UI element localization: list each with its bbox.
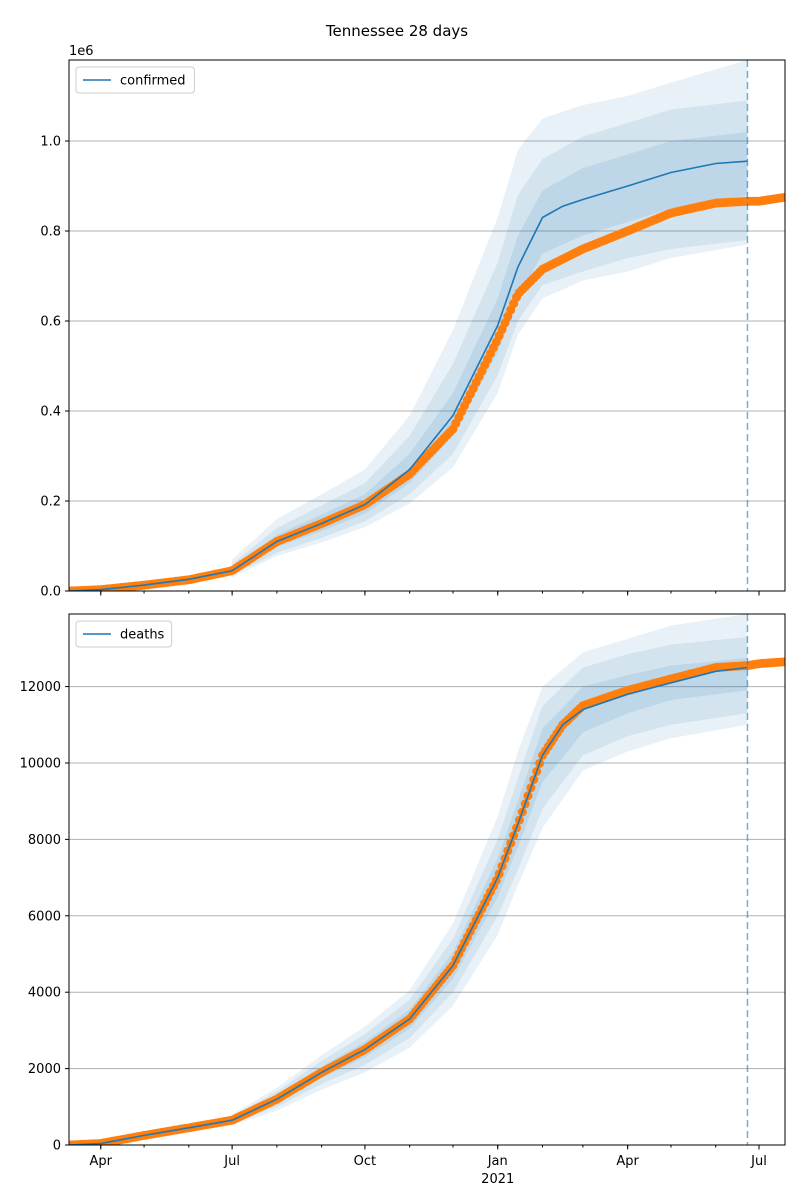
model-line — [69, 666, 748, 1145]
x-tick-label: Apr — [616, 1154, 639, 1169]
legend: deaths — [75, 620, 173, 648]
x-tick-label: Jan — [487, 1154, 508, 1169]
plot-area — [69, 60, 785, 591]
legend-box — [75, 620, 173, 648]
model-line — [69, 160, 748, 591]
legend-box — [75, 66, 195, 94]
confirmed-panel: 0.0 0.2 0.4 0.6 0.8 1.0 1e6 confirmed — [40, 44, 786, 600]
axes-frame — [68, 613, 786, 1146]
y-tick-label: 0.0 — [40, 585, 61, 600]
y-tick-label: 0.6 — [40, 315, 61, 330]
x-tick-label: Apr — [90, 1154, 113, 1169]
observed-point — [780, 192, 785, 202]
deaths-panel: 0 2000 4000 6000 8000 10000 12000 Apr Jul Oct Jan A… — [20, 613, 786, 1187]
y-tick-label: 0.4 — [40, 405, 61, 420]
y-tick-label: 6000 — [28, 909, 61, 924]
axes-frame — [68, 59, 786, 592]
plot-area — [69, 614, 785, 1145]
y-tick-label: 4000 — [28, 986, 61, 1001]
y-offset-label: 1e6 — [69, 44, 94, 59]
y-tick-label: 0.2 — [40, 495, 61, 510]
y-tick-label: 1.0 — [40, 135, 61, 150]
confidence-band-outer — [232, 614, 748, 1126]
year-label: 2021 — [481, 1172, 514, 1187]
legend-label: confirmed — [120, 74, 186, 89]
y-tick-label: 2000 — [28, 1062, 61, 1077]
y-tick-label: 12000 — [20, 680, 61, 695]
legend: confirmed — [75, 66, 195, 94]
x-tick-label: Oct — [354, 1154, 376, 1169]
legend-label: deaths — [120, 628, 165, 643]
y-tick-label: 10000 — [20, 756, 61, 771]
y-tick-label: 0.8 — [40, 225, 61, 240]
y-tick-label: 8000 — [28, 833, 61, 848]
confidence-band-middle — [232, 636, 748, 1124]
confidence-band-middle — [232, 100, 748, 576]
figure-title: Tennessee 28 days — [325, 22, 468, 40]
y-tick-label: 0 — [53, 1139, 61, 1154]
x-tick-label: Jul — [750, 1154, 767, 1169]
observed-point — [780, 657, 785, 667]
x-tick-label: Jul — [223, 1154, 240, 1169]
